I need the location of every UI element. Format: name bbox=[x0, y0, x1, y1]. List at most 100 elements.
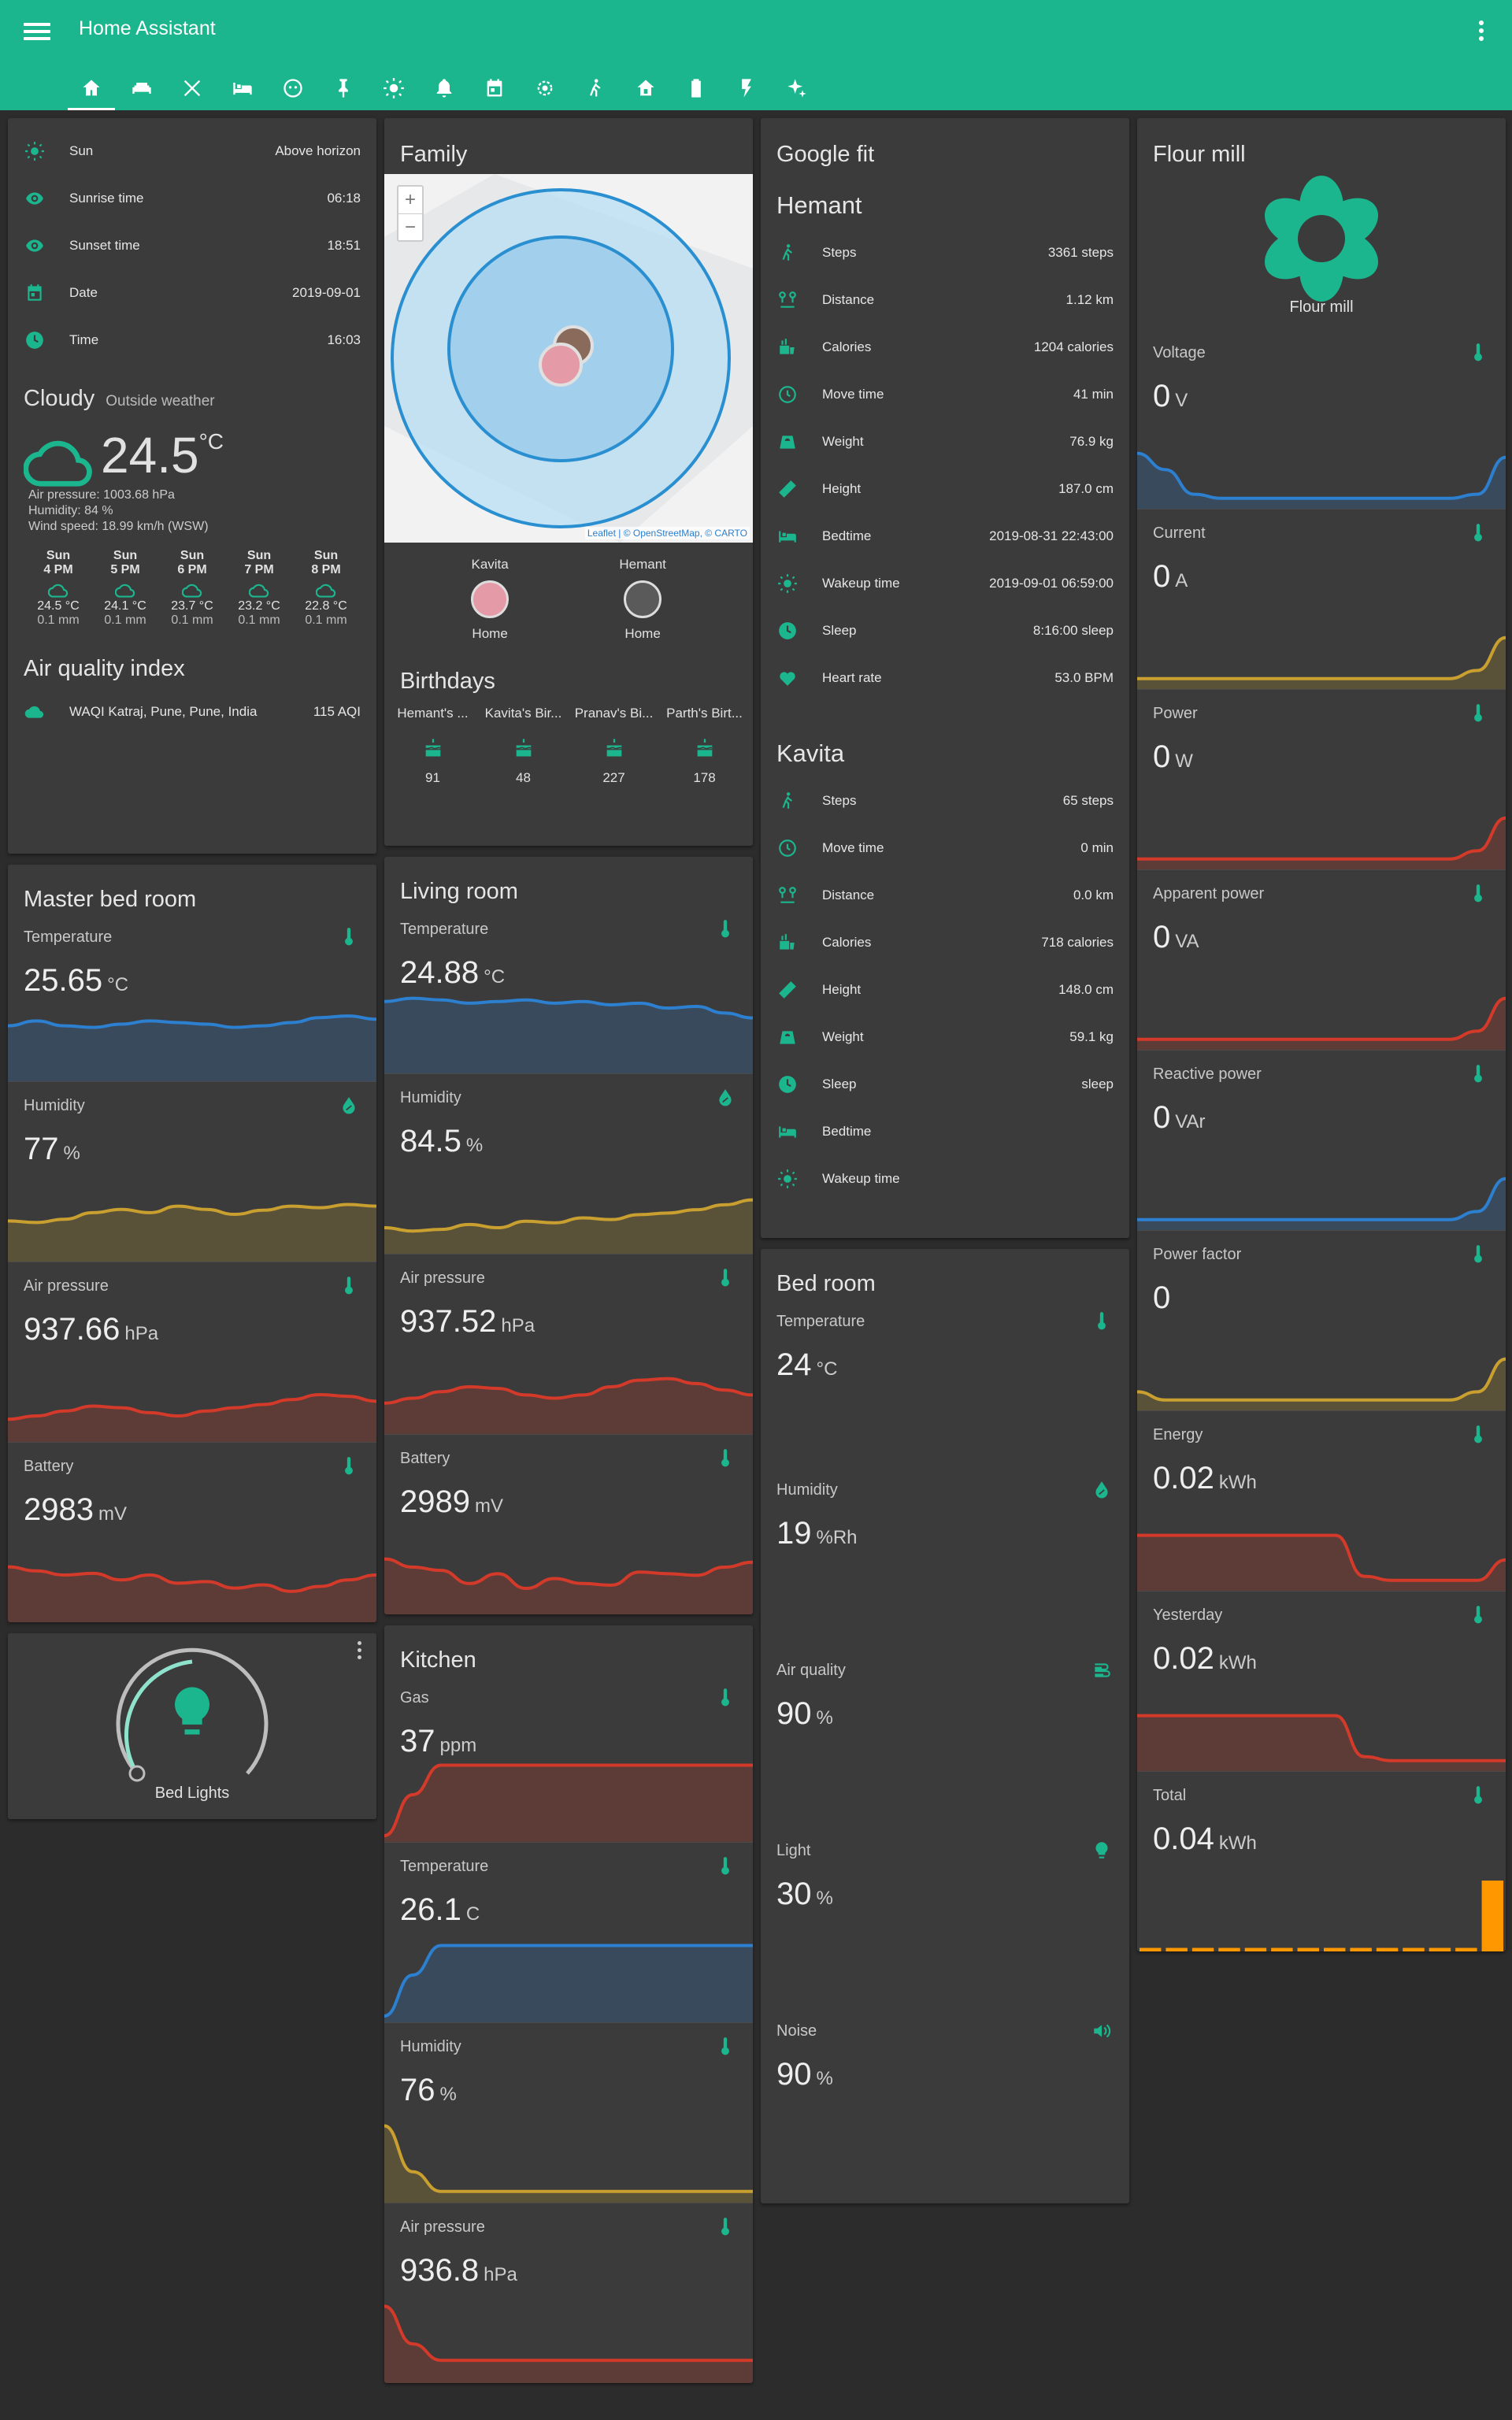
sensor-battery[interactable]: Battery 2989 mV bbox=[384, 1434, 753, 1614]
entity-row[interactable]: Move time 0 min bbox=[761, 825, 1129, 872]
entity-row[interactable]: Wakeup time bbox=[761, 1155, 1129, 1203]
map[interactable]: + − Leaflet | © OpenStreetMap, © CARTO bbox=[384, 174, 753, 543]
sensor-reactive-power[interactable]: Reactive power 0 VAr bbox=[1137, 1050, 1506, 1230]
entity-row[interactable]: Weight 76.9 kg bbox=[761, 418, 1129, 465]
map-attribution[interactable]: Leaflet | © OpenStreetMap, © CARTO bbox=[584, 527, 750, 539]
entity-row[interactable]: Height 148.0 cm bbox=[761, 966, 1129, 1014]
sensor-air-pressure[interactable]: Air pressure 937.66 hPa bbox=[8, 1262, 376, 1442]
sensor-humidity[interactable]: Humidity 76% bbox=[384, 2022, 753, 2203]
birthday-item[interactable]: Hemant's ... 91 bbox=[390, 706, 476, 786]
birthday-item[interactable]: Kavita's Bir... 48 bbox=[480, 706, 567, 786]
tab-gear[interactable] bbox=[520, 66, 570, 110]
divider bbox=[1137, 1591, 1506, 1592]
menu-icon[interactable] bbox=[24, 19, 50, 43]
entity-row[interactable]: Bedtime 2019-08-31 22:43:00 bbox=[761, 513, 1129, 560]
sensor-total[interactable]: Total 0.04 kWh bbox=[1137, 1771, 1506, 1951]
entity-row[interactable]: Calories 718 calories bbox=[761, 919, 1129, 966]
entity-row[interactable]: Sunset time 18:51 bbox=[8, 222, 376, 269]
entity-row[interactable]: WAQI Katraj, Pune, Pune, India 115 AQI bbox=[8, 688, 376, 736]
water-percent-icon bbox=[343, 1097, 355, 1114]
graph-area bbox=[8, 1395, 376, 1442]
more-options-icon[interactable] bbox=[1477, 20, 1485, 44]
tab-flash[interactable] bbox=[721, 66, 772, 110]
light-card[interactable]: Bed Lights bbox=[8, 1633, 376, 1819]
weather-section[interactable]: Cloudy Outside weather 24.5 °C Air pressure:… bbox=[8, 364, 376, 628]
entity-row[interactable]: Weight 59.1 kg bbox=[761, 1014, 1129, 1061]
entity-row[interactable]: Height 187.0 cm bbox=[761, 465, 1129, 513]
tab-sparkle[interactable] bbox=[772, 66, 822, 110]
tab-walk[interactable] bbox=[570, 66, 621, 110]
entity-row[interactable]: Distance 1.12 km bbox=[761, 276, 1129, 324]
more-options-icon[interactable] bbox=[358, 1641, 362, 1659]
sensor-current[interactable]: Current 0 A bbox=[1137, 509, 1506, 689]
person-badge[interactable]: Hemant Home bbox=[619, 557, 666, 642]
tab-brightness[interactable] bbox=[369, 66, 419, 110]
column-1: Sun Above horizon Sunrise time 06:18 Sunset … bbox=[8, 118, 376, 1830]
tools-icon bbox=[183, 80, 201, 97]
sensor-air-pressure[interactable]: Air pressure 937.52 hPa bbox=[384, 1254, 753, 1434]
tab-bed[interactable] bbox=[217, 66, 268, 110]
entity-row[interactable]: Calories 1204 calories bbox=[761, 324, 1129, 371]
tab-battery[interactable] bbox=[671, 66, 721, 110]
sensor-humidity[interactable]: Humidity 84.5% bbox=[384, 1073, 753, 1254]
entity-row[interactable]: Heart rate 53.0 BPM bbox=[761, 654, 1129, 702]
zoom-out-button[interactable]: − bbox=[398, 213, 422, 241]
tab-tools[interactable] bbox=[167, 66, 217, 110]
tab-bell[interactable] bbox=[419, 66, 469, 110]
sensor-voltage[interactable]: Voltage 0 V bbox=[1137, 328, 1506, 509]
entity-row[interactable]: Bedtime bbox=[761, 1108, 1129, 1155]
sensor-noise[interactable]: Noise 90% bbox=[761, 2007, 1129, 2187]
forecast-time: 5 PM bbox=[110, 563, 140, 576]
tab-house-lock[interactable] bbox=[621, 66, 671, 110]
tab-face[interactable] bbox=[268, 66, 318, 110]
sensor-temperature[interactable]: Temperature 24 °C bbox=[761, 1297, 1129, 1466]
entity-row[interactable]: Steps 65 steps bbox=[761, 777, 1129, 825]
entity-row[interactable]: Sleep sleep bbox=[761, 1061, 1129, 1108]
sensor-gas[interactable]: Gas 37 ppm bbox=[384, 1673, 753, 1842]
sensor-air-quality[interactable]: Air quality 90% bbox=[761, 1646, 1129, 1826]
flour-mill-entity[interactable]: Flour mill bbox=[1137, 174, 1506, 328]
sensor-temperature[interactable]: Temperature 25.65 °C bbox=[8, 913, 376, 1081]
entity-row[interactable]: Sun Above horizon bbox=[8, 128, 376, 175]
entity-row[interactable]: Steps 3361 steps bbox=[761, 229, 1129, 276]
sensor-power[interactable]: Power 0 W bbox=[1137, 689, 1506, 869]
sensor-humidity[interactable]: Humidity 77% bbox=[8, 1081, 376, 1262]
thermometer-icon bbox=[1474, 884, 1482, 902]
birthday-item[interactable]: Pranav's Bi... 227 bbox=[571, 706, 658, 786]
family-card: Family + − Leaflet | © OpenStreetMap, © CAR… bbox=[384, 118, 753, 846]
tab-calendar[interactable] bbox=[469, 66, 520, 110]
zoom-control[interactable]: + − bbox=[397, 185, 424, 242]
sensor-value: 0 VA bbox=[1153, 920, 1199, 955]
sensor-battery[interactable]: Battery 2983 mV bbox=[8, 1442, 376, 1622]
sensor-energy[interactable]: Energy 0.02 kWh bbox=[1137, 1410, 1506, 1591]
sensor-apparent-power[interactable]: Apparent power 0 VA bbox=[1137, 869, 1506, 1050]
person-badge[interactable]: Kavita Home bbox=[471, 557, 510, 642]
brightness-slider[interactable] bbox=[106, 1647, 279, 1805]
zoom-in-button[interactable]: + bbox=[404, 189, 416, 210]
sensor-temperature[interactable]: Temperature 24.88 °C bbox=[384, 905, 753, 1073]
sensor-power-factor[interactable]: Power factor 0 bbox=[1137, 1230, 1506, 1410]
sensor-label: Temperature bbox=[400, 1858, 489, 1875]
sensor-light[interactable]: Light 30% bbox=[761, 1826, 1129, 2007]
thermometer-icon bbox=[715, 1856, 736, 1880]
tab-sofa[interactable] bbox=[117, 66, 167, 110]
sensor-humidity[interactable]: Humidity 19 %Rh bbox=[761, 1466, 1129, 1646]
entity-row[interactable]: Sunrise time 06:18 bbox=[8, 175, 376, 222]
entity-row[interactable]: Time 16:03 bbox=[8, 317, 376, 364]
sensor-value: 76% bbox=[400, 2073, 457, 2108]
entity-row[interactable]: Wakeup time 2019-09-01 06:59:00 bbox=[761, 560, 1129, 607]
eye-icon bbox=[24, 187, 46, 209]
entity-row[interactable]: Move time 41 min bbox=[761, 371, 1129, 418]
entity-row[interactable]: Sleep 8:16:00 sleep bbox=[761, 607, 1129, 654]
entity-name: Distance bbox=[822, 292, 875, 307]
tab-pin[interactable] bbox=[318, 66, 369, 110]
entity-row[interactable]: Distance 0.0 km bbox=[761, 872, 1129, 919]
birthday-item[interactable]: Parth's Birt... 178 bbox=[662, 706, 748, 786]
tab-home[interactable] bbox=[66, 66, 117, 110]
cloud-icon bbox=[24, 706, 44, 718]
sensor-temperature[interactable]: Temperature 26.1 C bbox=[384, 1842, 753, 2022]
sensor-yesterday[interactable]: Yesterday 0.02 kWh bbox=[1137, 1591, 1506, 1771]
sensor-air-pressure[interactable]: Air pressure 936.8 hPa bbox=[384, 2203, 753, 2383]
entity-row[interactable]: Date 2019-09-01 bbox=[8, 269, 376, 317]
lightbulb-icon[interactable] bbox=[162, 1682, 222, 1748]
